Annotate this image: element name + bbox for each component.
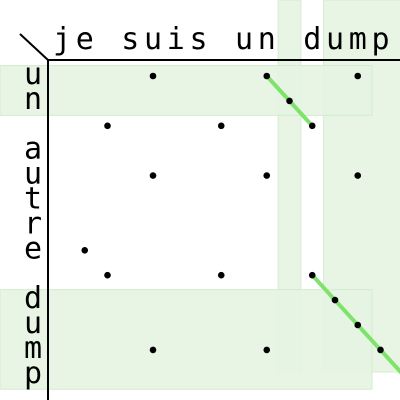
left-char-3: a: [24, 132, 42, 167]
match-dot-17: [263, 346, 271, 354]
left-char-6: r: [24, 206, 42, 241]
match-dot-4: [104, 122, 111, 130]
highlight-band-row-2: [0, 65, 373, 116]
left-char-4: u: [24, 157, 42, 192]
highlight-bands: [0, 0, 400, 390]
corner-diagonal: [19, 33, 49, 61]
top-char-0: j: [53, 22, 71, 57]
top-char-12: u: [326, 22, 344, 57]
axes: [19, 33, 400, 400]
left-char-1: n: [24, 82, 42, 117]
top-char-8: u: [235, 22, 253, 57]
top-char-4: u: [144, 22, 162, 57]
top-char-3: s: [121, 22, 139, 57]
match-dot-9: [354, 172, 362, 179]
match-dot-7: [149, 172, 157, 179]
match-dot-1: [263, 72, 271, 80]
left-char-0: u: [24, 57, 42, 92]
match-dot-8: [263, 172, 271, 179]
top-char-14: p: [371, 22, 389, 57]
match-dot-3: [286, 97, 293, 105]
top-char-6: s: [189, 22, 207, 57]
match-dot-15: [354, 321, 362, 329]
top-char-5: i: [167, 22, 185, 57]
match-dot-0: [149, 72, 157, 80]
left-char-9: d: [24, 281, 42, 316]
top-char-9: n: [258, 22, 276, 57]
match-dot-16: [149, 346, 157, 354]
match-dots: [81, 72, 400, 376]
match-dot-2: [354, 72, 362, 80]
match-dot-13: [308, 271, 316, 279]
left-char-7: e: [24, 231, 42, 266]
left-char-10: u: [24, 306, 42, 341]
top-char-11: d: [303, 22, 321, 57]
left-char-5: t: [24, 182, 42, 217]
highlight-band-row-3: [0, 289, 373, 390]
match-dot-10: [81, 247, 89, 254]
match-dot-14: [331, 296, 339, 304]
match-dot-11: [104, 271, 111, 279]
top-char-13: m: [349, 22, 367, 57]
match-dot-5: [217, 122, 225, 130]
match-dot-6: [308, 122, 316, 130]
match-dot-18: [377, 346, 384, 354]
left-char-12: p: [24, 356, 42, 391]
match-dot-12: [217, 271, 225, 279]
top-char-1: e: [76, 22, 94, 57]
left-char-11: m: [24, 331, 42, 366]
